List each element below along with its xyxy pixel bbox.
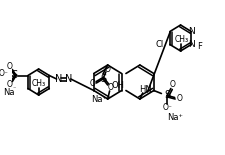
Text: F: F	[196, 42, 201, 51]
Text: N: N	[187, 27, 194, 36]
Text: Cl: Cl	[155, 40, 164, 49]
Text: Na⁺: Na⁺	[91, 95, 107, 104]
Text: O: O	[7, 62, 13, 71]
Text: N: N	[65, 74, 72, 84]
Text: O: O	[89, 80, 95, 89]
Text: ⁻O: ⁻O	[101, 64, 111, 73]
Text: CH₃: CH₃	[174, 35, 188, 44]
Text: S: S	[12, 71, 18, 80]
Text: N: N	[187, 40, 194, 49]
Text: HN: HN	[139, 86, 151, 95]
Text: OH: OH	[111, 82, 124, 91]
Text: O: O	[7, 80, 13, 89]
Text: O: O	[107, 84, 113, 93]
Text: N: N	[54, 74, 62, 84]
Text: S: S	[99, 74, 106, 84]
Text: O: O	[176, 94, 182, 103]
Text: O⁻: O⁻	[162, 103, 172, 112]
Text: O: O	[169, 80, 175, 89]
Text: Na⁺: Na⁺	[166, 113, 182, 122]
Text: ⁻: ⁻	[12, 87, 15, 92]
Text: O⁻: O⁻	[0, 69, 8, 78]
Text: S: S	[163, 91, 169, 100]
Text: Na: Na	[3, 88, 15, 97]
Text: CH₃: CH₃	[32, 78, 45, 88]
